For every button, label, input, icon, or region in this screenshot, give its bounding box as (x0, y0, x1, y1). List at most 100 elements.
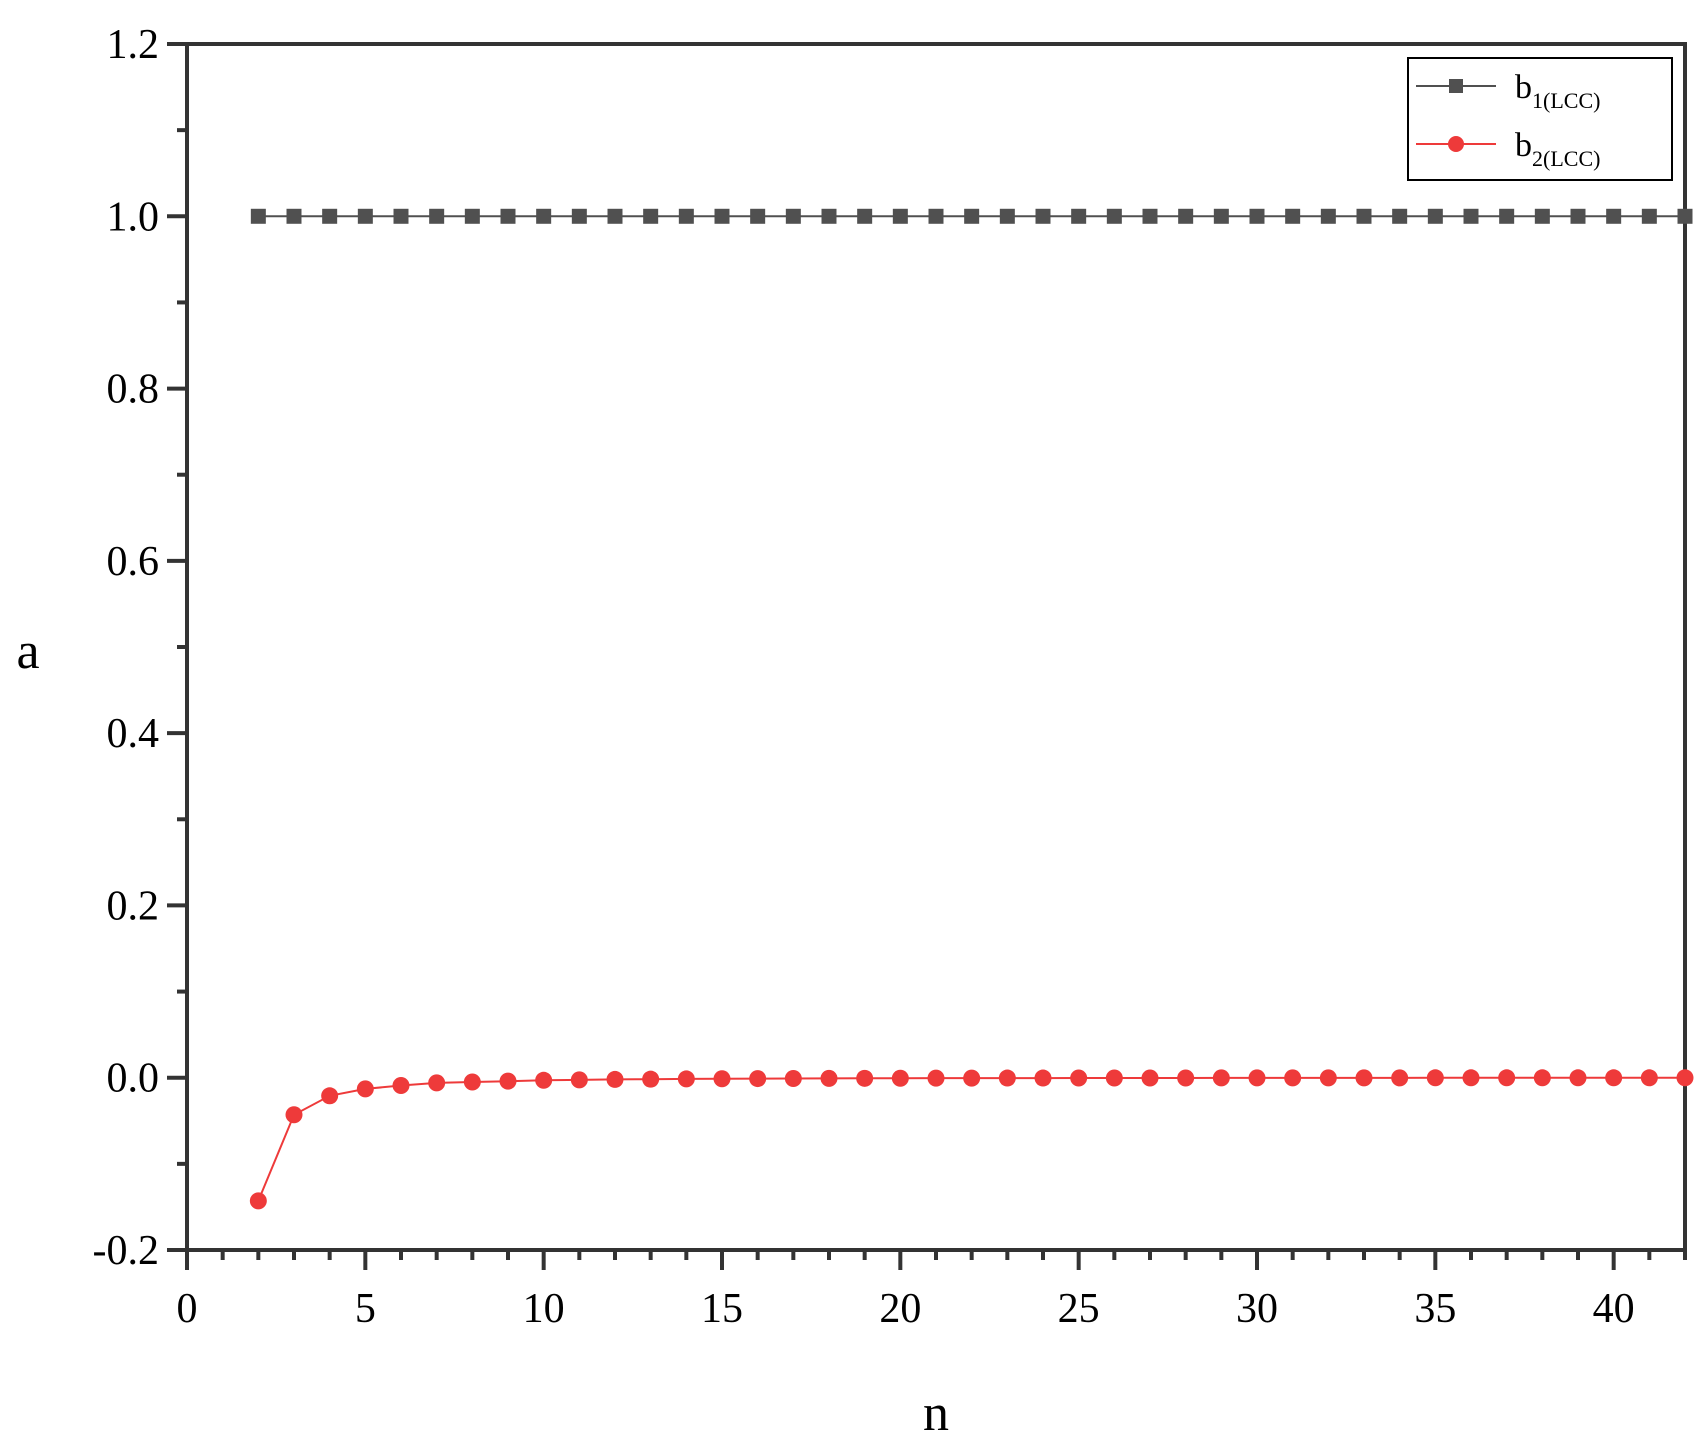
series-1-point (785, 208, 801, 224)
series-2-point (749, 1070, 767, 1088)
series-1-point (1677, 208, 1693, 224)
x-tick-label: 0 (177, 1286, 198, 1332)
x-tick-label: 30 (1236, 1286, 1278, 1332)
y-tick-label: -0.2 (93, 1228, 160, 1274)
series-1-point (429, 208, 445, 224)
series-layer (249, 208, 1694, 1210)
y-tick-label: 0.2 (107, 883, 160, 929)
series-2-point (1462, 1069, 1480, 1087)
x-axis-title: n (923, 1385, 949, 1442)
series-2-point (1640, 1069, 1658, 1087)
y-axis-ticks: -0.2 0.0 0.2 0.4 0.6 0.8 1.0 1.2 (93, 22, 187, 1274)
legend-marker-b1 (1449, 79, 1463, 93)
series-1-point (892, 208, 908, 224)
series-1-point (1106, 208, 1122, 224)
series-1-point (1463, 208, 1479, 224)
x-tick-label: 35 (1414, 1286, 1456, 1332)
series-2-point (1319, 1069, 1337, 1087)
series-2-point (1676, 1069, 1694, 1087)
series-2-point (963, 1069, 981, 1087)
series-2-point (1034, 1069, 1052, 1087)
legend-label-b2-main: b (1515, 127, 1532, 164)
series-2-point (535, 1071, 553, 1089)
series-1-point (571, 208, 587, 224)
series-1-point (1142, 208, 1158, 224)
series-2-point (1177, 1069, 1195, 1087)
series-1-point (1534, 208, 1550, 224)
series-1-point (1285, 208, 1301, 224)
series-1-point (322, 208, 338, 224)
series-2-point (249, 1192, 267, 1210)
series-1-point (464, 208, 480, 224)
x-axis-ticks: 0 5 10 15 20 25 30 35 40 (177, 1250, 1687, 1332)
series-1-point (1427, 208, 1443, 224)
series-2-point (820, 1069, 838, 1087)
series-1-point (750, 208, 766, 224)
series-1-point (1570, 208, 1586, 224)
series-1-point (286, 208, 302, 224)
series-2-point (356, 1080, 374, 1098)
series-2-point (1426, 1069, 1444, 1087)
x-tick-label: 25 (1058, 1286, 1100, 1332)
x-tick-label: 10 (523, 1286, 565, 1332)
series-2-point (499, 1072, 517, 1090)
series-2-point (927, 1069, 945, 1087)
series-2-point (428, 1074, 446, 1092)
series-2-point (856, 1069, 874, 1087)
legend-marker-b2 (1448, 136, 1464, 152)
x-tick-label: 15 (701, 1286, 743, 1332)
series-1-point (964, 208, 980, 224)
series-1-point (714, 208, 730, 224)
legend-box (1407, 57, 1673, 181)
series-2-point (321, 1087, 339, 1105)
series-1-point (1641, 208, 1657, 224)
series-2-point (606, 1070, 624, 1088)
series-2-point (642, 1070, 660, 1088)
series-1-point (999, 208, 1015, 224)
y-tick-label: 1.0 (107, 194, 160, 240)
series-2-point (1212, 1069, 1230, 1087)
series-1-point (643, 208, 659, 224)
series-2-point (891, 1069, 909, 1087)
series-1-point (357, 208, 373, 224)
series-2-point (1070, 1069, 1088, 1087)
legend-label-b1-main: b (1515, 69, 1532, 106)
series-2-point (1284, 1069, 1302, 1087)
series-1-point (1356, 208, 1372, 224)
series-1-point (536, 208, 552, 224)
series-2-point (570, 1071, 588, 1089)
series-1-point (1392, 208, 1408, 224)
series-2-point (1248, 1069, 1266, 1087)
series-1-point (821, 208, 837, 224)
series-2-point (713, 1070, 731, 1088)
x-tick-label: 40 (1593, 1286, 1635, 1332)
y-axis-title: a (16, 623, 39, 680)
series-2-point (784, 1069, 802, 1087)
series-1-point (250, 208, 266, 224)
series-2-point (1533, 1069, 1551, 1087)
series-1-point (1499, 208, 1515, 224)
series-1-point (500, 208, 516, 224)
series-2-point (1141, 1069, 1159, 1087)
series-1-point (393, 208, 409, 224)
series-line-2 (257, 1076, 1685, 1202)
y-tick-label: 0.0 (107, 1056, 160, 1102)
series-1-point (678, 208, 694, 224)
series-2-point (677, 1070, 695, 1088)
y-tick-label: 0.6 (107, 539, 160, 585)
y-tick-label: 1.2 (107, 22, 160, 68)
series-1-point (607, 208, 623, 224)
series-2-point (1498, 1069, 1516, 1087)
series-1-point (1320, 208, 1336, 224)
series-2-point (1391, 1069, 1409, 1087)
series-2-point (1569, 1069, 1587, 1087)
series-2-point (285, 1106, 303, 1124)
legend-label-b2-sub: 2(LCC) (1532, 146, 1600, 171)
series-1-point (1213, 208, 1229, 224)
x-tick-label: 20 (879, 1286, 921, 1332)
series-2-point (392, 1076, 410, 1094)
series-2-point (463, 1073, 481, 1091)
series-2-point (1355, 1069, 1373, 1087)
legend-label-b1: b1(LCC) (1515, 69, 1600, 113)
